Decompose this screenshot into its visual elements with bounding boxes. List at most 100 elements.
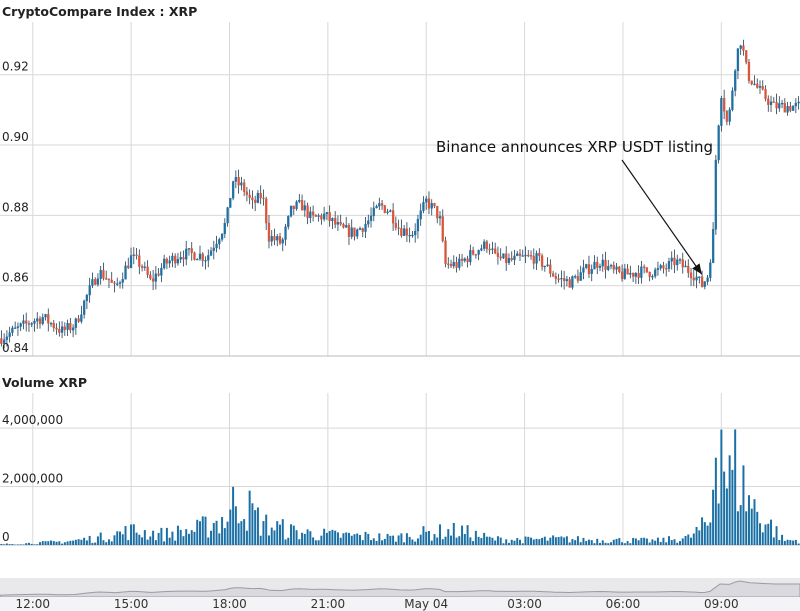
candle-body [49, 323, 53, 325]
volume-bar [621, 542, 624, 545]
volume-bar [563, 537, 566, 545]
volume-bar [55, 541, 58, 545]
volume-bar [232, 486, 235, 545]
candle-body [402, 228, 406, 236]
candle-body [322, 213, 326, 220]
candle-body [336, 222, 340, 225]
candle-body [342, 224, 345, 228]
volume-bar [290, 524, 293, 545]
volume-bar [58, 541, 61, 545]
volume-bar [132, 524, 135, 545]
candle-body [466, 258, 469, 263]
candle-body [521, 255, 524, 257]
volume-bar [130, 524, 133, 545]
navigator[interactable]: 12:00 15:00 18:00 21:00 May 04 03:00 06:00 09:0… [0, 578, 800, 611]
volume-bar [83, 537, 86, 545]
candle-body [689, 272, 693, 279]
candle-body [510, 258, 513, 261]
volume-bar [585, 541, 588, 545]
candle-body [129, 255, 133, 269]
volume-bar [775, 526, 778, 545]
volume-bar [667, 536, 670, 545]
volume-bar [96, 536, 99, 545]
volume-bar [19, 544, 22, 545]
candle-body [742, 45, 745, 51]
volume-bar [234, 506, 237, 545]
candle-body [193, 252, 196, 260]
candle-body [254, 199, 257, 203]
candle-body [60, 326, 64, 333]
candle-body [618, 266, 621, 273]
navigator-time-labels: 12:00 15:00 18:00 21:00 May 04 03:00 06:00 09:0… [15, 597, 738, 611]
volume-bar [582, 537, 585, 545]
volume-bar [72, 540, 75, 545]
candle-body [201, 253, 204, 261]
volume-bar [483, 532, 486, 545]
volume-bar [303, 533, 306, 545]
volume-bar [149, 536, 152, 545]
candle-body [739, 45, 742, 49]
volume-bar [25, 543, 28, 545]
candle-body [703, 281, 706, 287]
volume-bar [168, 537, 171, 545]
volume-bar [411, 539, 414, 545]
volume-bar [273, 530, 276, 545]
volume-bar [629, 543, 632, 545]
volume-bar [121, 534, 124, 545]
candle-body [767, 98, 770, 105]
volume-bar [753, 499, 756, 545]
candle-body [411, 234, 414, 237]
volume-bar [66, 541, 69, 545]
candle-body [107, 278, 111, 281]
candle-body [209, 250, 213, 256]
volume-bar [450, 535, 453, 545]
candle-body [678, 259, 682, 261]
candle-body [538, 253, 541, 256]
volume-bar [610, 542, 613, 545]
volume-bar [179, 529, 182, 545]
volume-bar [618, 538, 621, 545]
candle-body [44, 314, 47, 318]
volume-bar [734, 429, 737, 545]
volume-bar [461, 525, 464, 545]
candle-body [116, 283, 119, 285]
volume-bar [607, 543, 610, 545]
price-tick-label: 0.90 [2, 130, 29, 144]
candle-body [532, 255, 535, 264]
time-axis-label: 06:00 [606, 597, 641, 611]
volume-bar [378, 533, 381, 545]
candle-body [761, 86, 764, 90]
candle-body [364, 224, 367, 232]
volume-bar [408, 536, 411, 545]
candle-body [358, 228, 362, 230]
volume-bar [392, 535, 395, 545]
candle-body [347, 225, 351, 237]
volume-bar [345, 532, 348, 545]
volume-bar [679, 541, 681, 545]
volume-bar [63, 542, 66, 545]
volume-bar [5, 543, 8, 545]
candle-body [33, 320, 36, 324]
volume-bar [61, 543, 64, 545]
candle-body [71, 327, 75, 331]
volume-bar [99, 532, 102, 545]
price-tick-label: 0.86 [2, 271, 29, 285]
volume-bar [47, 541, 50, 545]
volume-bar [433, 534, 436, 545]
candle-body [698, 276, 701, 278]
candle-body [353, 227, 356, 237]
volume-bar [422, 526, 425, 545]
volume-tick-label: 4,000,000 [2, 413, 63, 427]
candle-body [455, 261, 458, 268]
volume-bar [309, 531, 312, 545]
volume-bar [201, 516, 204, 545]
candle-body [620, 271, 624, 279]
candle-body [797, 101, 800, 104]
candle-body [736, 48, 740, 72]
candle-body [447, 263, 450, 265]
volume-bar [33, 544, 36, 545]
volume-bar [590, 540, 593, 545]
candle-body [96, 278, 100, 285]
candle-body [182, 257, 185, 260]
candle-body [433, 203, 436, 207]
